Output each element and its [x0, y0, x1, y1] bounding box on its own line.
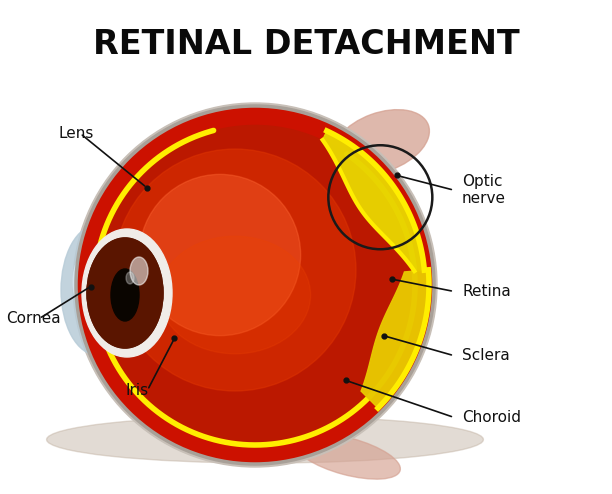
Ellipse shape	[294, 434, 400, 479]
Ellipse shape	[159, 236, 311, 354]
Ellipse shape	[87, 238, 163, 348]
Text: Optic
nerve: Optic nerve	[462, 174, 506, 206]
Polygon shape	[323, 131, 424, 271]
Ellipse shape	[126, 272, 134, 284]
Ellipse shape	[47, 416, 483, 463]
Circle shape	[114, 149, 356, 391]
Text: Choroid: Choroid	[462, 410, 521, 425]
Circle shape	[73, 103, 437, 467]
Ellipse shape	[82, 229, 172, 357]
Ellipse shape	[87, 238, 163, 348]
Text: Lens: Lens	[58, 126, 94, 141]
Circle shape	[80, 110, 430, 460]
Polygon shape	[361, 270, 429, 408]
Text: Retina: Retina	[462, 284, 511, 299]
Circle shape	[87, 117, 423, 453]
Ellipse shape	[130, 257, 148, 285]
Ellipse shape	[61, 225, 133, 355]
Ellipse shape	[111, 269, 139, 321]
Ellipse shape	[332, 110, 430, 175]
Circle shape	[140, 174, 300, 335]
Text: RETINAL DETACHMENT: RETINAL DETACHMENT	[92, 28, 520, 61]
Text: Cornea: Cornea	[6, 311, 61, 326]
Ellipse shape	[73, 248, 111, 316]
Text: Sclera: Sclera	[462, 348, 510, 363]
Text: Iris: Iris	[125, 383, 149, 398]
